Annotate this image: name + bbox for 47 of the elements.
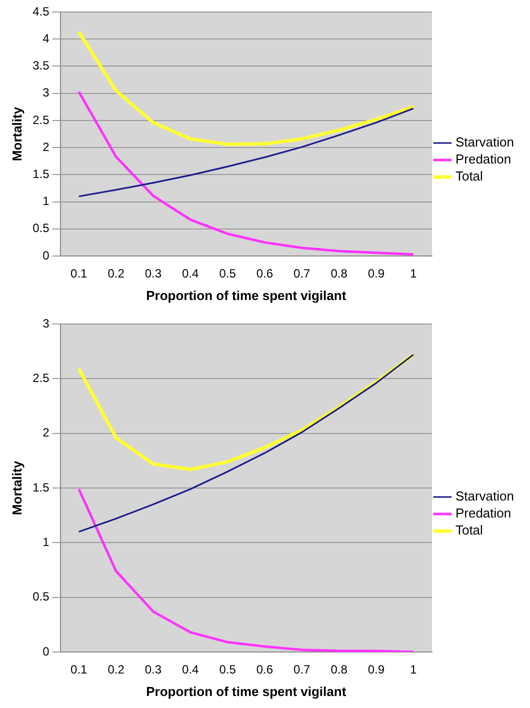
y-tick-label: 4.5 xyxy=(32,4,50,18)
x-tick-label: 0.6 xyxy=(256,266,274,281)
x-axis-title: Proportion of time spent vigilant xyxy=(146,288,347,303)
legend-label: Total xyxy=(455,522,484,538)
x-axis-title: Proportion of time spent vigilant xyxy=(146,684,347,699)
y-axis-title: Mortality xyxy=(9,460,24,516)
legend-label: Predation xyxy=(455,506,512,521)
y-tick-label: 2 xyxy=(42,140,50,154)
legend-label: Total xyxy=(455,168,484,184)
x-tick-label: 0.3 xyxy=(144,266,162,281)
y-tick-label: 1 xyxy=(42,194,50,208)
y-tick-label: 2.5 xyxy=(32,112,50,127)
x-tick-label: 0.8 xyxy=(330,662,348,677)
y-tick-label: 2 xyxy=(42,426,50,440)
x-tick-label: 0.1 xyxy=(70,662,88,677)
x-tick-label: 0.5 xyxy=(219,266,236,281)
y-tick-label: 0 xyxy=(42,248,50,262)
x-tick-label: 0.6 xyxy=(256,662,274,677)
x-tick-label: 0.9 xyxy=(368,662,385,677)
x-tick-label: 0.3 xyxy=(144,662,162,677)
y-tick-label: 0 xyxy=(42,644,50,658)
y-tick-label: 4 xyxy=(42,31,50,46)
x-tick-label: 0.5 xyxy=(219,662,236,677)
y-tick-label: 1.5 xyxy=(32,166,50,181)
x-tick-label: 0.4 xyxy=(182,266,200,281)
y-tick-label: 3 xyxy=(42,86,50,100)
x-tick-label: 1 xyxy=(410,266,418,281)
y-tick-label: 1.5 xyxy=(32,480,50,494)
x-tick-label: 0.4 xyxy=(182,662,200,677)
legend-label: Starvation xyxy=(455,488,514,504)
y-tick-label: 2.5 xyxy=(32,370,50,385)
x-tick-label: 0.2 xyxy=(108,662,125,677)
x-tick-label: 0.7 xyxy=(294,266,311,281)
y-axis-title: Mortality xyxy=(9,106,24,162)
x-tick-label: 1 xyxy=(410,662,418,677)
legend-label: Predation xyxy=(455,152,512,167)
x-tick-label: 0.2 xyxy=(108,266,125,281)
y-tick-label: 0.5 xyxy=(32,590,50,604)
legend-label: Starvation xyxy=(455,134,514,150)
x-tick-label: 0.7 xyxy=(294,662,311,677)
y-tick-label: 1 xyxy=(42,534,50,549)
x-tick-label: 0.8 xyxy=(330,266,348,281)
x-tick-label: 0.9 xyxy=(368,266,385,281)
x-tick-label: 0.1 xyxy=(70,266,88,281)
y-tick-label: 3.5 xyxy=(32,58,50,73)
y-tick-label: 0.5 xyxy=(32,221,50,236)
y-tick-label: 3 xyxy=(42,316,50,330)
